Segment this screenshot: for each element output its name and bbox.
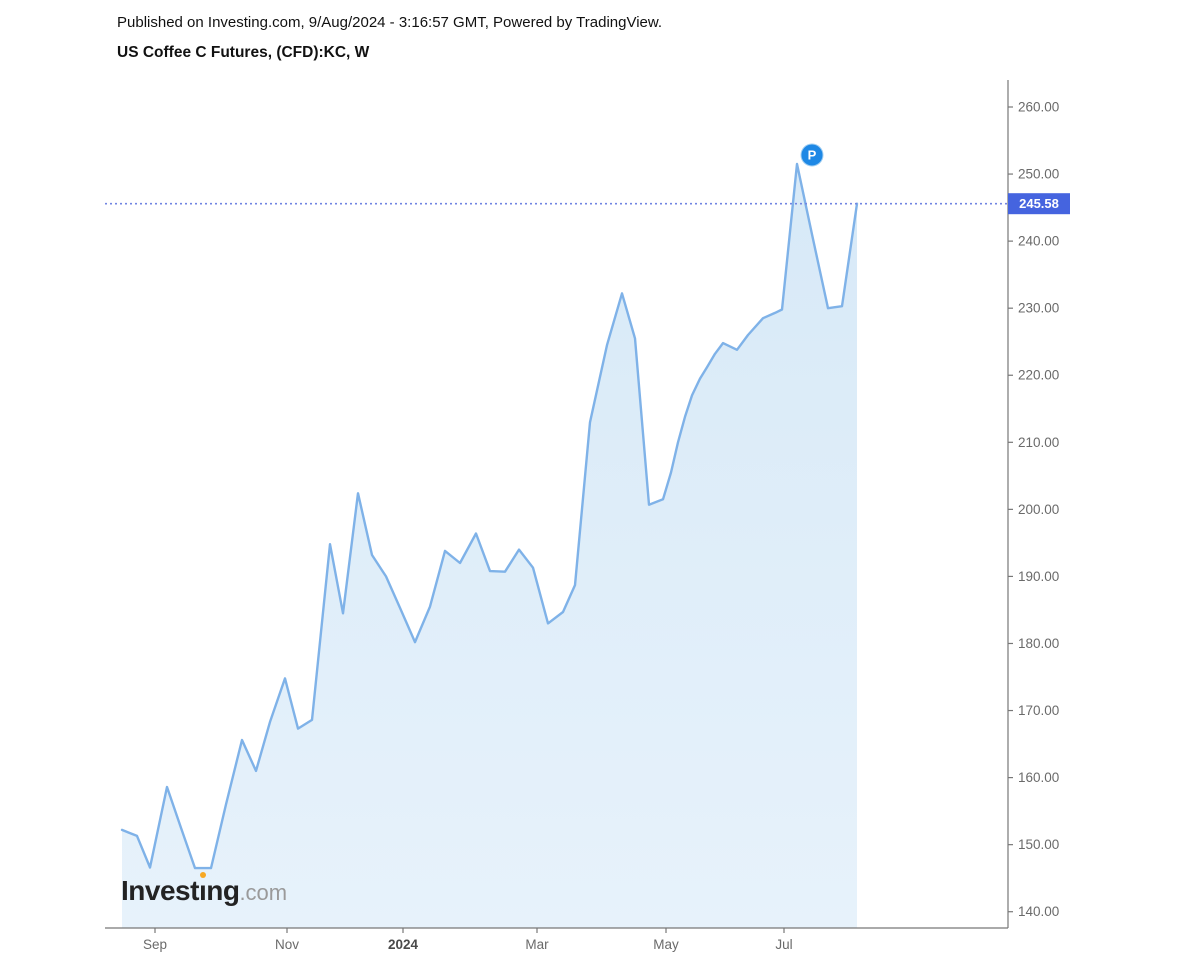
last-price-badge-label: 245.58: [1019, 196, 1059, 211]
x-tick-label: Sep: [143, 937, 167, 952]
y-tick-label: 240.00: [1018, 234, 1059, 249]
x-tick-label: Jul: [775, 937, 792, 952]
x-tick-label: May: [653, 937, 679, 952]
y-tick-label: 150.00: [1018, 837, 1059, 852]
x-tick-label: 2024: [388, 937, 419, 952]
published-line: Published on Investing.com, 9/Aug/2024 -…: [117, 14, 663, 31]
y-tick-label: 170.00: [1018, 703, 1059, 718]
point-marker-icon[interactable]: [800, 143, 824, 167]
x-tick-label: Mar: [525, 937, 549, 952]
y-tick-label: 230.00: [1018, 301, 1059, 316]
instrument-title: US Coffee C Futures, (CFD):KC, W: [117, 44, 370, 61]
price-line: [120, 162, 859, 870]
y-tick-label: 180.00: [1018, 636, 1059, 651]
y-tick-label: 220.00: [1018, 368, 1059, 383]
point-marker-label: P: [808, 148, 817, 163]
y-tick-label: 140.00: [1018, 904, 1059, 919]
logo-orange-dot-icon: [199, 872, 206, 878]
y-tick-label: 260.00: [1018, 100, 1059, 115]
logo-brand-text: Investı ng: [121, 872, 240, 906]
y-tick-label: 250.00: [1018, 167, 1059, 182]
logo-suffix-text: .com: [239, 880, 288, 905]
investing-logo: Investı ng.com: [121, 872, 288, 906]
area-fill: [122, 164, 857, 928]
y-tick-label: 200.00: [1018, 502, 1059, 517]
last-price-badge: [1008, 193, 1070, 215]
y-tick-label: 160.00: [1018, 770, 1059, 785]
x-tick-label: Nov: [275, 937, 299, 952]
y-tick-label: 210.00: [1018, 435, 1059, 450]
y-tick-label: 190.00: [1018, 569, 1059, 584]
